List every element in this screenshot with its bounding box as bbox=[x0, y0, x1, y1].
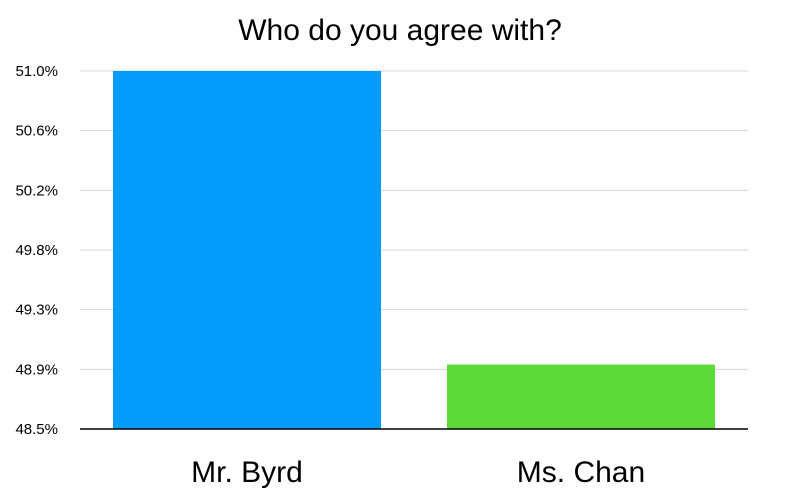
bar-mr-byrd bbox=[113, 71, 381, 429]
y-tick-label: 48.5% bbox=[15, 421, 58, 438]
x-category-label: Ms. Chan bbox=[517, 456, 645, 489]
y-tick-label: 49.8% bbox=[15, 242, 58, 259]
y-tick-label: 51.0% bbox=[15, 63, 58, 80]
y-tick-label: 48.9% bbox=[15, 361, 58, 378]
chart-title: Who do you agree with? bbox=[238, 14, 562, 47]
y-tick-label: 50.2% bbox=[15, 182, 58, 199]
bar-ms-chan bbox=[447, 364, 715, 429]
x-category-label: Mr. Byrd bbox=[191, 456, 303, 489]
y-tick-label: 50.6% bbox=[15, 123, 58, 140]
y-tick-label: 49.3% bbox=[15, 302, 58, 319]
